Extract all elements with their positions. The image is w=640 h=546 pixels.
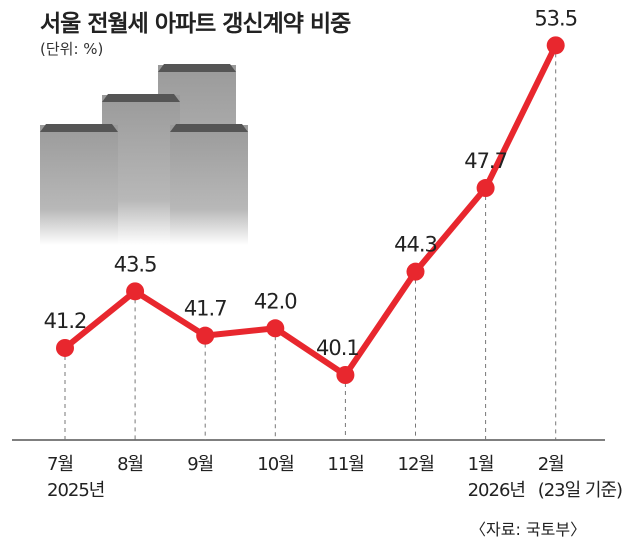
data-point [266, 319, 285, 338]
data-label: 53.5 [534, 6, 577, 30]
data-point [56, 338, 74, 357]
x-tick-label: 2월 [538, 454, 564, 475]
data-label: 43.5 [114, 252, 157, 276]
x-tick-label: 9월 [187, 454, 213, 475]
x-tick-sublabel: (23일 기준) [538, 480, 622, 501]
data-label: 41.2 [44, 309, 87, 333]
chart-title: 서울 전월세 아파트 갱신계약 비중 [40, 11, 351, 37]
data-label: 42.0 [254, 289, 297, 313]
data-point [196, 326, 215, 345]
data-label: 44.3 [394, 233, 437, 257]
data-point [336, 366, 355, 384]
x-tick-sublabel: 2026년 [468, 480, 525, 501]
data-label: 41.7 [184, 297, 227, 321]
x-tick-label: 7월 [47, 454, 73, 475]
x-tick-label: 8월 [117, 454, 143, 475]
chart-unit: (단위: %) [40, 40, 104, 58]
data-label: 47.7 [464, 149, 507, 173]
data-label: 40.1 [316, 336, 359, 360]
x-tick-label: 1월 [468, 454, 494, 475]
apartment-illustration [40, 64, 248, 245]
series-line [63, 44, 559, 378]
x-tick-sublabel: 2025년 [47, 480, 104, 501]
data-point [406, 262, 425, 281]
x-tick-label: 12월 [398, 454, 434, 475]
x-tick-label: 11월 [327, 454, 363, 475]
source-note: 〈자료: 국토부〉 [470, 520, 587, 539]
x-tick-label: 10월 [257, 454, 293, 475]
data-point [126, 282, 145, 301]
data-point [476, 179, 495, 198]
data-point [546, 36, 565, 55]
